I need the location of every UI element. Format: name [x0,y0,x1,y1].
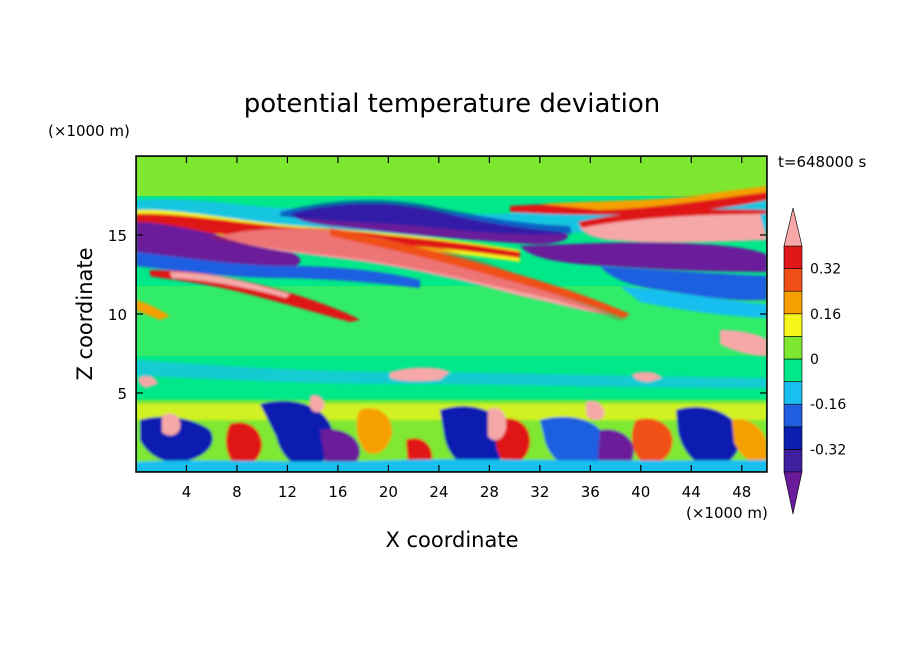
x-tick-label: 24 [429,483,448,501]
pink-low-4 [488,408,507,441]
pink-low-9 [310,394,325,413]
colorbar-label: -0.16 [810,397,846,413]
plot-area [136,156,767,472]
x-tick-label: 28 [480,483,499,501]
colorbar-swatch [783,245,803,269]
x-tick-label: 4 [182,483,192,501]
colorbar-label: -0.32 [810,442,846,458]
colorbar-swatch [783,268,803,292]
colorbar-swatch [783,426,803,450]
red-lower-band [150,270,360,322]
x-tick-label: 32 [530,483,549,501]
x-axis: 4 8 12 16 20 24 28 32 36 40 44 48 [182,156,751,501]
pink-low-10 [586,400,605,421]
pink-low-8 [162,413,181,436]
y-unit-label: (×1000 m) [48,122,130,140]
orange-band-top-right [540,186,767,210]
blue-band-left [136,252,420,288]
red-low-5 [631,418,673,464]
blue-band-right [600,266,767,301]
blue-low-5 [540,416,607,470]
x-tick-label: 48 [732,483,751,501]
x-tick-label: 8 [232,483,242,501]
y-axis-label: Z coordinate [73,247,97,380]
blue-band-top [280,200,572,235]
colorbar-min-arrow [783,471,803,515]
colorbar-swatch [783,403,803,428]
red-ring-right [578,209,767,228]
x-tick-label: 20 [379,483,398,501]
y-tick-label: 5 [117,385,127,403]
colorbar-swatch [783,449,803,473]
red-right-blob [720,330,767,356]
orange-low-2 [356,408,392,454]
red-main-band [210,227,628,320]
cyan-low-base [136,459,767,472]
colorbar-swatch [783,313,803,337]
pink-mid-blob-right [632,371,662,382]
cyan-band-right [620,286,767,318]
purple-low-3 [320,429,360,469]
time-label: t=648000 s [778,153,866,171]
x-tick-label: 12 [278,483,297,501]
x-unit-label: (×1000 m) [686,504,768,522]
chart-title: potential temperature deviation [244,89,660,119]
yellow-left-edge [136,300,170,320]
purple-low-6 [598,429,634,469]
colorbar-max-arrow [783,207,803,247]
y-axis: 5 10 15 [108,227,767,403]
red-diag-band [330,228,630,318]
colorbar-swatch [783,290,803,315]
blue-low-2 [260,400,334,468]
x-tick-label: 40 [631,483,650,501]
colorbar-label: 0.16 [810,307,841,323]
y-tick-label: 15 [108,227,127,245]
pink-left-mid [138,376,158,388]
colorbar-swatch [783,358,803,382]
field-shapes [136,186,767,472]
pink-lower-band [170,272,290,298]
blue-low-7 [676,406,741,468]
y-tick-label: 10 [108,306,127,324]
blue-low-left [140,416,213,463]
x-tick-label: 44 [682,483,701,501]
colorbar-label: 0 [810,352,819,368]
cyan-mid-strip [136,360,767,388]
colorbar-swatch [783,381,803,405]
red-low-1 [225,422,262,466]
colorbar-swatch [783,336,803,360]
colorbar: 0.32 0.16 0 -0.16 -0.32 [783,207,846,515]
red-band-top-right [510,186,767,215]
purple-band-left [136,222,301,268]
colorbar-label: 0.32 [810,262,841,278]
x-tick-label: 16 [328,483,347,501]
x-axis-label: X coordinate [385,528,518,552]
pink-mid-blob [390,367,450,382]
purple-band-right [520,242,767,272]
x-tick-label: 36 [581,483,600,501]
orange-low-6 [732,419,767,465]
